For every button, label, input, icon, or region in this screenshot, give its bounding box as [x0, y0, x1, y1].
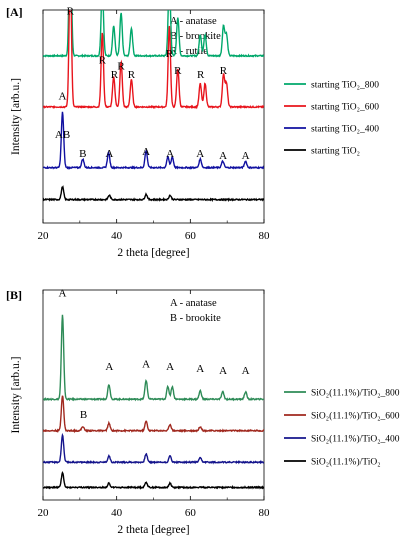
- peak-annotation: A: [219, 150, 227, 162]
- legend-label: SiO₂(11.1%)/TiO₂_400: [311, 434, 400, 445]
- panel-label: [B]: [6, 288, 22, 302]
- x-tick-label: 80: [259, 230, 271, 242]
- peak-annotation: A: [142, 359, 150, 371]
- legend-label: starting TiO₂: [311, 147, 360, 157]
- legend-label: starting TiO₂_600: [311, 103, 379, 113]
- series-line: [43, 432, 264, 465]
- x-tick-label: 80: [259, 507, 271, 519]
- series-line: [43, 10, 264, 58]
- plot-frame: [42, 289, 265, 501]
- y-axis-label: Intensity [arb.u.]: [10, 78, 22, 155]
- peak-annotation: A: [59, 90, 67, 102]
- peak-annotation: A: [196, 363, 204, 375]
- x-tick-label: 60: [185, 230, 197, 242]
- peak-annotation: A: [105, 361, 113, 373]
- peak-annotation: B: [80, 409, 87, 421]
- peak-annotation: R: [166, 48, 174, 60]
- peak-annotation: R: [174, 65, 182, 77]
- phase-key-entry: B - brookite: [170, 31, 221, 42]
- peak-annotation: A: [142, 146, 150, 158]
- legend-label: SiO₂(11.1%)/TiO₂: [311, 457, 381, 468]
- legend-label: SiO₂(11.1%)/TiO₂_600: [311, 411, 400, 422]
- series-line: [43, 185, 264, 203]
- series-line: [43, 395, 264, 434]
- peak-annotation: R: [67, 5, 75, 17]
- legend-label: SiO₂(11.1%)/TiO₂_800: [311, 388, 400, 399]
- x-tick-label: 20: [38, 230, 50, 242]
- peak-annotation: A: [59, 287, 67, 299]
- plot-frame: [42, 9, 265, 224]
- y-axis-label: Intensity [arb.u.]: [10, 357, 22, 434]
- peak-annotation: A: [166, 148, 174, 160]
- peak-annotation: AB: [55, 129, 70, 141]
- x-tick-label: 20: [38, 507, 50, 519]
- peak-annotation: A: [242, 365, 250, 377]
- series-line: [43, 471, 264, 490]
- phase-key-entry: A - anatase: [170, 298, 217, 309]
- peak-annotation: A: [105, 148, 113, 160]
- legend-label: starting TiO₂_800: [311, 81, 379, 91]
- peak-annotation: R: [128, 69, 136, 81]
- peak-annotation: A: [166, 361, 174, 373]
- x-axis-label: 2 theta [degree]: [117, 524, 189, 536]
- panel-label: [A]: [6, 5, 23, 19]
- x-tick-label: 40: [111, 507, 123, 519]
- peak-annotation: R: [197, 69, 205, 81]
- peak-annotation: A: [196, 148, 204, 160]
- series-line: [43, 314, 264, 402]
- phase-key-entry: B - brookite: [170, 313, 221, 324]
- peak-annotation: R: [117, 61, 125, 73]
- series-line: [43, 111, 264, 170]
- chart-panel-b: [B] 20 40 60 80 2 theta [degree] Intensity [ar…: [6, 287, 400, 536]
- phase-key-entry: R - rutile: [170, 46, 208, 57]
- legend-label: starting TiO₂_400: [311, 125, 379, 135]
- x-tick-label: 40: [111, 230, 123, 242]
- peak-annotation: B: [79, 148, 86, 160]
- peak-annotation: R: [99, 54, 107, 66]
- series-line: [43, 10, 264, 110]
- phase-key-entry: A - anatase: [170, 16, 217, 27]
- x-tick-label: 60: [185, 507, 197, 519]
- peak-annotation: R: [220, 65, 228, 77]
- peak-annotation: A: [242, 150, 250, 162]
- chart-panel-a: [A] 20 40 60 80 2 theta [degree] Intensity [ar…: [6, 5, 379, 259]
- peak-annotation: A: [219, 365, 227, 377]
- peak-annotation: R: [111, 69, 119, 81]
- x-axis-label: 2 theta [degree]: [117, 247, 189, 259]
